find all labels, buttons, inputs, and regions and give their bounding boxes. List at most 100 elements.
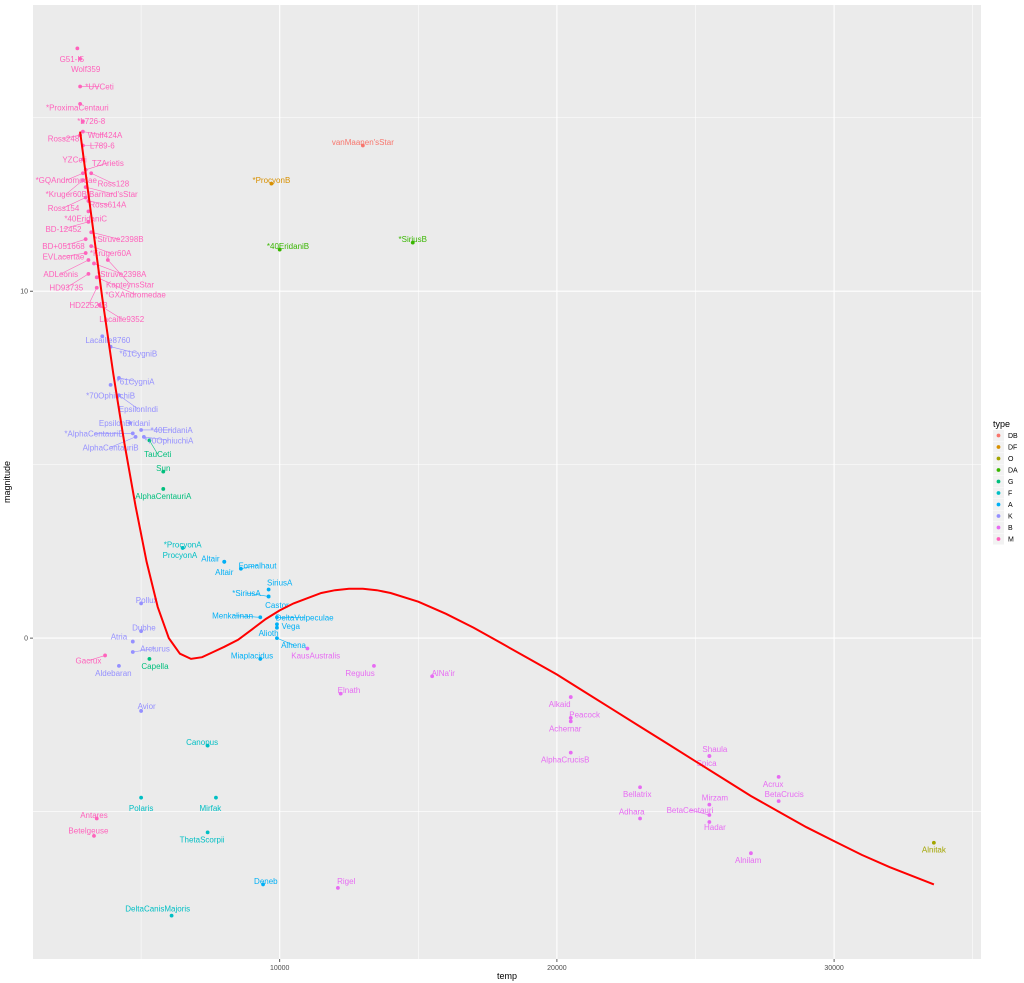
legend-item: F	[993, 487, 1012, 499]
legend-swatch	[996, 456, 1001, 461]
legend-item: K	[993, 510, 1013, 522]
point-label: *40EridaniB	[267, 242, 309, 251]
point-label: *GQAndromedae	[36, 176, 98, 185]
label-leader	[88, 287, 98, 306]
point-label: Canopus	[186, 738, 218, 747]
legend-swatch	[996, 433, 1001, 438]
data-point	[707, 802, 712, 807]
data-point	[161, 469, 166, 474]
label-leader	[143, 436, 169, 441]
point-label: Ross614A	[89, 200, 127, 209]
data-point	[94, 816, 99, 821]
point-label: Pollux	[136, 596, 158, 605]
label-leader	[63, 197, 86, 209]
data-point	[78, 56, 83, 61]
point-label: Menkalinan	[212, 612, 253, 621]
point-label: Altair	[215, 568, 234, 577]
legend-item: DB	[993, 430, 1018, 441]
data-point	[139, 709, 144, 713]
data-point	[222, 559, 227, 564]
label-leader	[88, 655, 106, 661]
point-label: L789-6	[90, 141, 115, 150]
data-point	[128, 421, 132, 425]
point-label: Deneb	[254, 877, 278, 886]
data-point	[78, 101, 83, 106]
label-leader	[66, 273, 89, 288]
point-label: EVLacertae	[43, 253, 85, 262]
point-label: Gacrux	[76, 657, 102, 666]
data-point	[568, 695, 573, 699]
data-point	[130, 639, 135, 644]
label-leader	[232, 615, 261, 618]
data-point	[139, 629, 144, 634]
point-label: Barnard'sStar	[89, 190, 138, 199]
label-leader	[63, 252, 86, 257]
data-point	[776, 774, 781, 779]
point-label: Alkaid	[549, 700, 571, 709]
label-leader	[96, 277, 136, 295]
data-point	[707, 754, 712, 758]
point-label: Wolf359	[71, 65, 101, 74]
point-label: Dubhe	[132, 624, 156, 633]
data-point	[275, 622, 279, 627]
label-leader	[110, 436, 136, 448]
data-point	[568, 750, 573, 755]
point-label: *L726-8	[77, 117, 106, 126]
legend-swatch	[996, 468, 1001, 472]
trend-curve	[79, 131, 935, 886]
point-label: *Struve2398A	[97, 270, 147, 279]
point-label: Antares	[80, 811, 108, 820]
legend-swatch	[996, 537, 1001, 541]
legend-label: F	[1008, 491, 1012, 498]
data-point	[180, 546, 185, 550]
legend-item: B	[993, 522, 1013, 533]
legend-label: G	[1008, 479, 1013, 486]
label-leader	[132, 648, 156, 653]
minor-grid	[33, 5, 981, 959]
point-label: Peacock	[569, 710, 601, 719]
data-point	[360, 143, 365, 148]
legend-item: DF	[993, 441, 1017, 453]
point-label: Alnitak	[922, 846, 947, 855]
label-leader	[82, 131, 106, 136]
point-label: Alhena	[281, 641, 306, 650]
legend-label: M	[1008, 537, 1014, 544]
legend-item: A	[993, 499, 1013, 510]
point-label: Miaplacidus	[231, 651, 273, 660]
point-label: BetaCrucis	[765, 790, 804, 799]
point-label: HD93735	[49, 284, 83, 293]
data-point	[169, 913, 174, 918]
label-leader	[66, 172, 84, 181]
data-point	[92, 833, 96, 838]
data-point	[100, 334, 105, 339]
x-tick-label: 10000	[270, 965, 290, 972]
legend-label: O	[1008, 456, 1014, 463]
label-leader	[107, 259, 131, 285]
legend-swatch	[996, 514, 1001, 518]
point-label: EpsilonEridani	[99, 419, 150, 428]
label-leader	[110, 346, 139, 354]
point-label: TZArietis	[92, 159, 124, 168]
data-point	[261, 882, 265, 887]
y-axis-ticks: 0 10	[20, 289, 33, 643]
label-leader	[276, 637, 294, 646]
data-point	[776, 799, 781, 804]
x-axis-ticks: 10000 20000 30000	[270, 959, 844, 972]
data-point	[103, 653, 107, 658]
point-label: Spica	[697, 759, 718, 768]
point-label: DeltaVulpeculae	[276, 613, 335, 622]
point-label: *SiriusA	[232, 589, 261, 598]
data-point	[410, 240, 415, 245]
point-label: vanMaanen'sStar	[332, 138, 394, 147]
label-leader	[85, 162, 108, 171]
point-label: Fomalhaut	[239, 561, 278, 570]
y-tick-label: 0	[24, 636, 28, 643]
label-leader	[240, 564, 258, 570]
x-axis-title: temp	[497, 971, 517, 981]
y-axis-title: magnitude	[2, 461, 12, 503]
data-point	[258, 657, 263, 661]
point-label: KausAustralis	[291, 651, 340, 660]
data-point	[214, 795, 218, 800]
